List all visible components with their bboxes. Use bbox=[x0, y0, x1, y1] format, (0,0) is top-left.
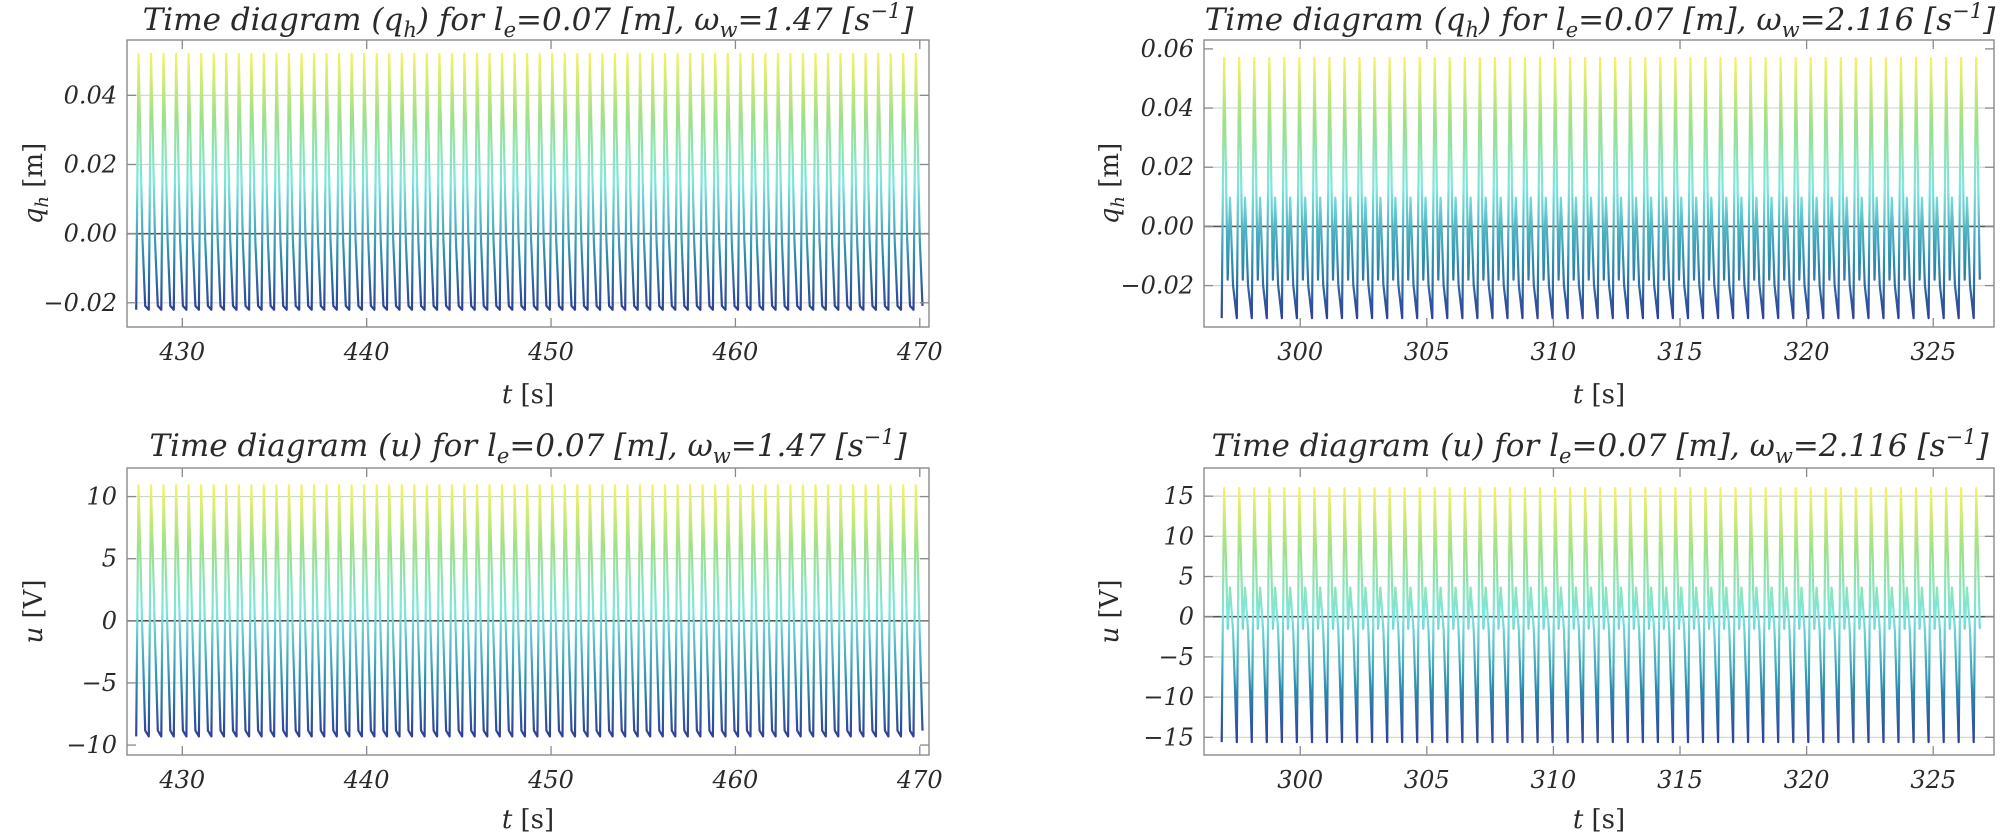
x-tick-label: 315 bbox=[1657, 338, 1703, 366]
x-tick-label: 450 bbox=[527, 338, 574, 366]
y-tick-label: 0.00 bbox=[1141, 212, 1194, 240]
x-tick-label: 460 bbox=[712, 766, 759, 794]
x-tick-label: 315 bbox=[1657, 766, 1703, 794]
series-line-q_h bbox=[1220, 56, 1981, 320]
y-tick-label: 15 bbox=[1163, 482, 1194, 510]
y-tick-label: 5 bbox=[102, 545, 117, 573]
chart-panel-1: Time diagram (qh) for le=0.07 [m], ωw=1.… bbox=[19, 0, 943, 410]
x-tick-label: 430 bbox=[158, 338, 205, 366]
y-tick-label: 0.04 bbox=[1141, 94, 1194, 122]
y-tick-label: 0 bbox=[102, 607, 117, 635]
plot-frame bbox=[126, 39, 930, 328]
x-tick-label: 325 bbox=[1910, 338, 1956, 366]
y-tick-label: 10 bbox=[1163, 522, 1194, 550]
x-tick-label: 320 bbox=[1784, 338, 1830, 366]
series-line-u bbox=[135, 484, 924, 738]
y-tick-label: 0.02 bbox=[1141, 153, 1194, 181]
chart-title: Time diagram (u) for le=0.07 [m], ωw=2.1… bbox=[1211, 425, 1989, 468]
x-tick-label: 470 bbox=[896, 766, 943, 794]
x-tick-label: 300 bbox=[1277, 766, 1323, 794]
x-tick-label: 310 bbox=[1531, 338, 1577, 366]
series-line-u bbox=[1220, 487, 1981, 744]
chart-title: Time diagram (qh) for le=0.07 [m], ωw=1.… bbox=[143, 0, 915, 42]
plot-frame bbox=[126, 467, 930, 756]
y-tick-label: 0 bbox=[1179, 603, 1194, 631]
y-tick-label: 0.06 bbox=[1141, 35, 1194, 63]
y-tick-label: 5 bbox=[1179, 563, 1194, 591]
chart-title: Time diagram (qh) for le=0.07 [m], ωw=2.… bbox=[1205, 0, 1996, 42]
y-tick-label: −5 bbox=[1159, 643, 1194, 671]
x-tick-label: 430 bbox=[158, 766, 205, 794]
y-tick-label: −0.02 bbox=[43, 289, 117, 317]
y-tick-label: −0.02 bbox=[1120, 272, 1194, 300]
x-tick-label: 320 bbox=[1784, 766, 1830, 794]
chart-panel-4: Time diagram (u) for le=0.07 [m], ωw=2.1… bbox=[1095, 425, 1995, 835]
x-tick-label: 325 bbox=[1910, 766, 1956, 794]
x-axis-label: t [s] bbox=[1573, 380, 1625, 410]
y-tick-label: −10 bbox=[66, 731, 117, 759]
chart-panel-2: Time diagram (qh) for le=0.07 [m], ωw=2.… bbox=[1095, 0, 1996, 410]
x-tick-label: 300 bbox=[1277, 338, 1323, 366]
plot-frame bbox=[1203, 39, 1995, 328]
y-tick-label: 0.04 bbox=[64, 81, 117, 109]
x-axis-label: t [s] bbox=[1573, 805, 1625, 835]
x-tick-label: 310 bbox=[1531, 766, 1577, 794]
series-line-q_h bbox=[135, 52, 924, 311]
y-axis-label: u [V] bbox=[1095, 579, 1125, 643]
y-axis-label: qh [m] bbox=[19, 143, 53, 224]
y-tick-label: 0.00 bbox=[64, 220, 117, 248]
chart-title: Time diagram (u) for le=0.07 [m], ωw=1.4… bbox=[149, 425, 907, 468]
x-tick-label: 440 bbox=[343, 338, 390, 366]
y-tick-label: −15 bbox=[1143, 723, 1194, 751]
chart-panel-3: Time diagram (u) for le=0.07 [m], ωw=1.4… bbox=[19, 425, 943, 835]
x-tick-label: 450 bbox=[527, 766, 574, 794]
y-tick-label: 10 bbox=[86, 483, 117, 511]
plot-frame bbox=[1203, 467, 1995, 756]
y-tick-label: 0.02 bbox=[64, 150, 117, 178]
x-tick-label: 460 bbox=[712, 338, 759, 366]
y-tick-label: −10 bbox=[1143, 683, 1194, 711]
x-tick-label: 470 bbox=[896, 338, 943, 366]
x-tick-label: 305 bbox=[1404, 338, 1450, 366]
x-axis-label: t [s] bbox=[502, 805, 554, 835]
x-tick-label: 305 bbox=[1404, 766, 1450, 794]
y-tick-label: −5 bbox=[82, 669, 117, 697]
x-tick-label: 440 bbox=[343, 766, 390, 794]
y-axis-label: u [V] bbox=[19, 579, 49, 643]
y-axis-label: qh [m] bbox=[1095, 143, 1129, 224]
x-axis-label: t [s] bbox=[502, 380, 554, 410]
